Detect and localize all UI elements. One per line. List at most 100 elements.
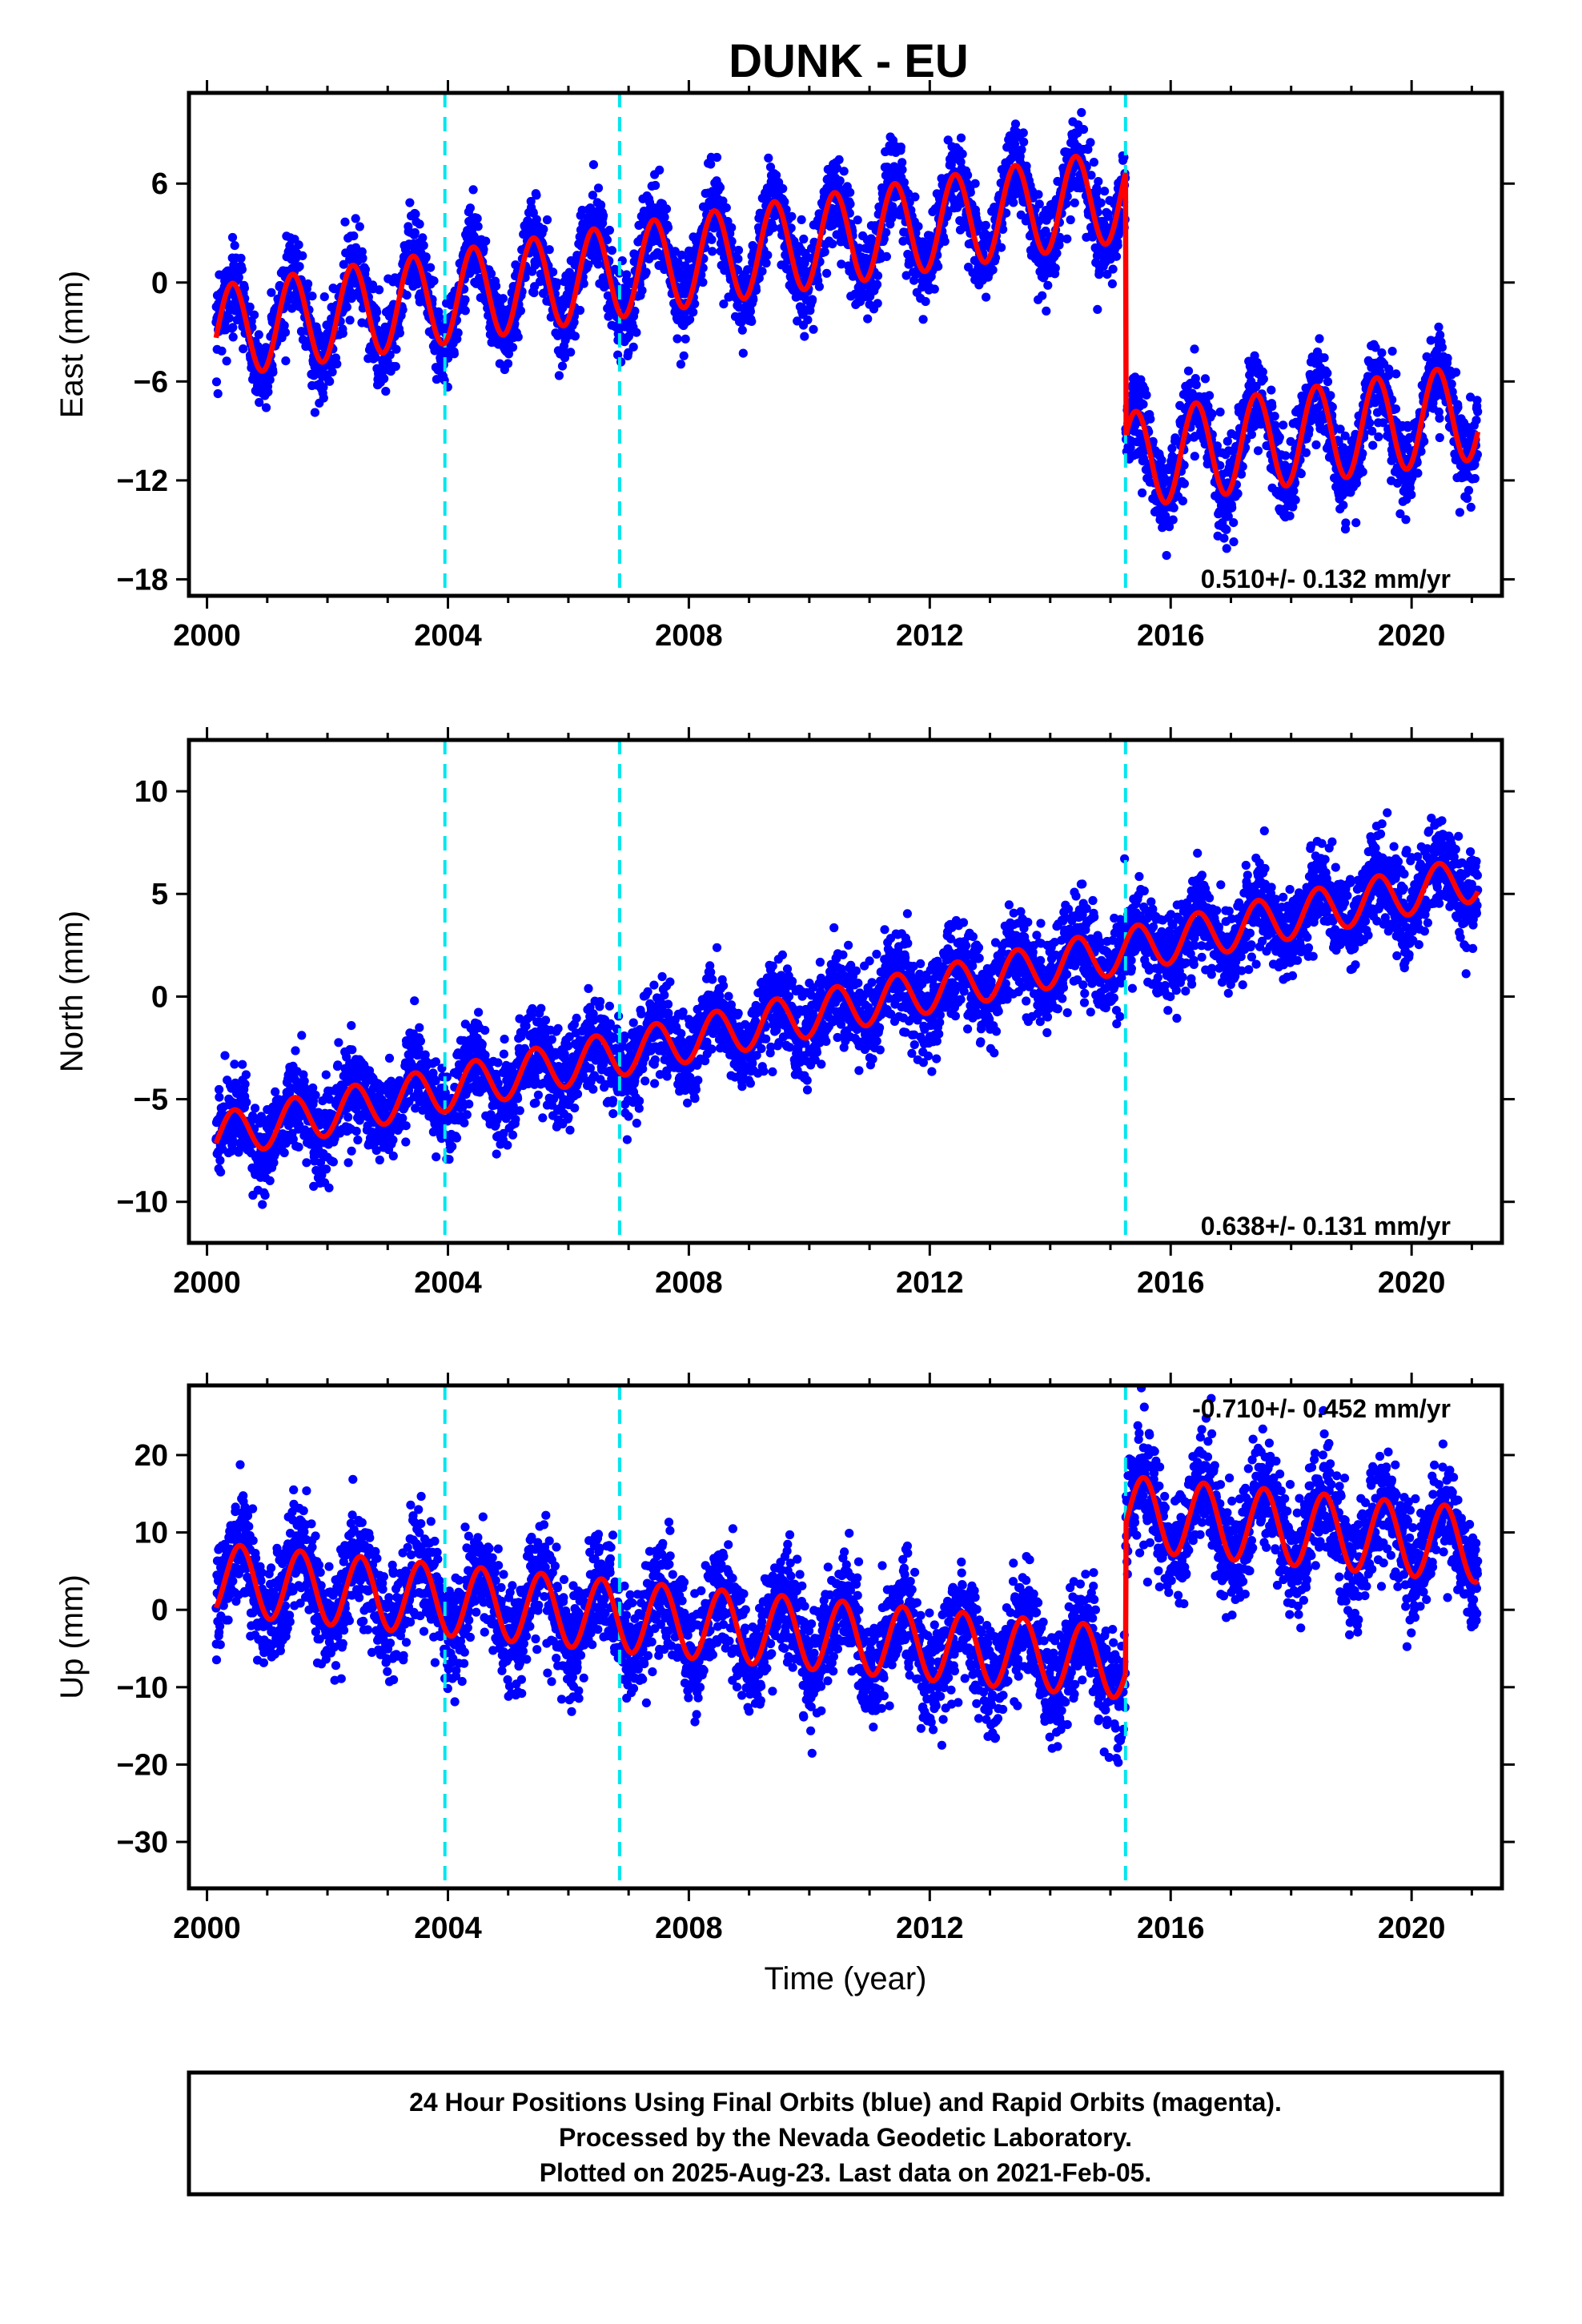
- east-data-point: [622, 270, 632, 279]
- east-data-point: [1437, 343, 1447, 352]
- east-data-point: [1443, 353, 1452, 363]
- east-data-point: [429, 276, 439, 286]
- east-data-point: [1222, 525, 1231, 534]
- east-data-point: [1470, 473, 1480, 484]
- east-data-point: [532, 191, 541, 200]
- east-data-point: [315, 332, 326, 341]
- east-data-point: [1339, 501, 1348, 510]
- east-data-point: [325, 376, 335, 386]
- east-data-point: [398, 305, 408, 315]
- east-data-point: [460, 306, 470, 316]
- east-data-point: [1285, 511, 1295, 521]
- east-data-point: [511, 260, 520, 270]
- east-data-point: [1279, 420, 1288, 430]
- east-data-point: [1038, 291, 1047, 300]
- east-data-point: [224, 313, 234, 323]
- east-data-point: [303, 279, 313, 289]
- east-data-point: [799, 234, 809, 244]
- east-data-point: [689, 308, 698, 317]
- east-data-point: [1472, 416, 1481, 425]
- east-data-point: [778, 183, 788, 194]
- east-data-point: [1365, 418, 1375, 428]
- north-data-point: [220, 1051, 230, 1060]
- east-data-point: [940, 236, 950, 246]
- east-data-point: [1200, 374, 1211, 384]
- east-data-point: [1223, 436, 1232, 446]
- east-data-point: [263, 387, 273, 396]
- east-data-point: [1138, 488, 1147, 498]
- east-data-point: [319, 292, 329, 302]
- east-data-point: [310, 408, 319, 417]
- east-data-point: [1267, 385, 1276, 395]
- east-data-point: [1301, 448, 1311, 457]
- east-data-point: [839, 167, 849, 176]
- east-data-point: [358, 253, 367, 263]
- east-data-point: [1447, 379, 1456, 389]
- east-data-point: [673, 334, 682, 344]
- north-data-point: [238, 1059, 247, 1069]
- east-data-point: [419, 240, 428, 251]
- north-data-point: [251, 1104, 260, 1113]
- east-data-point: [1413, 468, 1423, 478]
- east-data-point: [1473, 407, 1483, 416]
- east-data-point: [1168, 515, 1178, 525]
- east-data-point: [342, 302, 351, 312]
- east-data-point: [345, 316, 355, 325]
- east-data-point: [733, 245, 744, 255]
- north-data-point: [215, 1084, 224, 1095]
- east-data-point: [265, 375, 275, 384]
- east-data-point: [708, 247, 717, 256]
- east-data-point: [1017, 145, 1026, 155]
- east-data-point: [516, 306, 526, 316]
- east-data-point: [1169, 503, 1178, 513]
- east-data-point: [405, 198, 415, 207]
- east-data-point: [981, 220, 990, 230]
- east-data-point: [1464, 485, 1474, 496]
- east-xtick-label: 2000: [173, 619, 241, 653]
- east-data-point: [641, 267, 651, 277]
- east-data-point: [1108, 264, 1118, 274]
- east-data-point: [327, 367, 337, 377]
- east-data-point: [579, 279, 588, 288]
- east-data-point: [637, 286, 647, 296]
- east-data-point: [1018, 128, 1028, 138]
- east-data-point: [351, 214, 360, 223]
- east-data-point: [1247, 430, 1256, 440]
- east-data-point: [1259, 374, 1268, 384]
- east-data-point: [279, 320, 289, 331]
- east-data-point: [845, 187, 855, 197]
- east-data-point: [896, 143, 905, 152]
- east-data-point: [1229, 518, 1239, 528]
- east-data-point: [1078, 125, 1089, 135]
- east-data-point: [1351, 478, 1361, 489]
- east-data-point: [1157, 456, 1166, 465]
- east-data-point: [281, 356, 291, 366]
- east-data-point: [402, 291, 412, 300]
- east-data-point: [596, 200, 606, 210]
- east-data-point: [863, 314, 873, 324]
- east-data-point: [492, 281, 501, 291]
- east-data-point: [513, 332, 523, 342]
- east-data-point: [1319, 353, 1329, 363]
- east-data-point: [1472, 396, 1482, 405]
- east-data-point: [853, 215, 862, 225]
- east-data-point: [921, 296, 930, 307]
- east-data-point: [217, 346, 227, 356]
- east-data-point: [294, 240, 303, 250]
- east-data-point: [1304, 424, 1314, 435]
- east-data-point: [1022, 161, 1031, 171]
- east-data-point: [1452, 368, 1461, 377]
- east-data-point: [1146, 414, 1155, 424]
- east-data-point: [346, 287, 355, 296]
- east-data-point: [473, 222, 483, 231]
- east-data-point: [1010, 119, 1021, 129]
- east-data-point: [415, 219, 424, 229]
- east-data-point: [1326, 391, 1335, 400]
- east-data-point: [498, 294, 508, 304]
- north-data-point: [265, 1176, 275, 1185]
- east-data-point: [1275, 432, 1284, 442]
- east-data-point: [881, 251, 891, 261]
- east-data-point: [1227, 503, 1237, 513]
- east-data-point: [1419, 436, 1429, 446]
- east-data-point: [542, 215, 552, 225]
